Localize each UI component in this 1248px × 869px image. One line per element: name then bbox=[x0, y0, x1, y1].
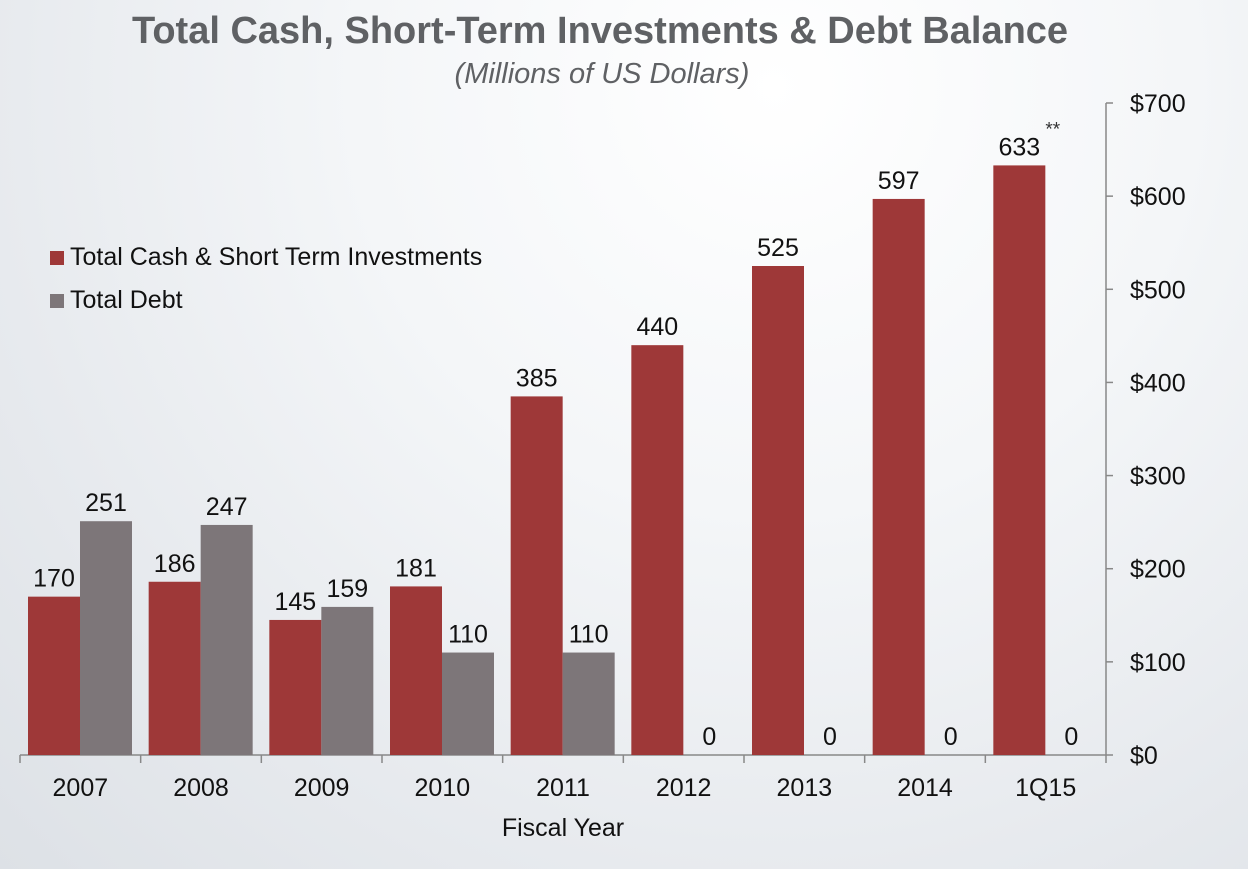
x-tick-label: 2013 bbox=[777, 774, 833, 802]
cash-data-label: 597 bbox=[878, 167, 920, 195]
cash-bar bbox=[872, 198, 925, 756]
debt-data-label: 0 bbox=[823, 723, 837, 751]
debt-data-label: 0 bbox=[944, 723, 958, 751]
legend-swatch-cash bbox=[50, 250, 64, 265]
legend-swatch-debt bbox=[50, 293, 64, 308]
debt-bar bbox=[442, 652, 494, 755]
y-tick-label: $600 bbox=[1130, 183, 1186, 211]
x-tick-label: 2014 bbox=[897, 774, 953, 802]
debt-bar bbox=[562, 652, 615, 755]
y-tick-label: $700 bbox=[1130, 90, 1186, 118]
y-tick-label: $300 bbox=[1130, 463, 1186, 491]
legend-label-cash: Total Cash & Short Term Investments bbox=[70, 243, 483, 271]
legend-item-cash: Total Cash & Short Term Investments bbox=[50, 236, 482, 279]
x-tick-label: 2007 bbox=[53, 774, 109, 802]
cash-data-label: 145 bbox=[274, 588, 316, 616]
cash-data-label: 181 bbox=[395, 554, 437, 582]
cash-bar bbox=[510, 396, 563, 755]
debt-data-label: 247 bbox=[206, 493, 248, 521]
cash-bar bbox=[28, 596, 80, 755]
y-tick-label: $0 bbox=[1130, 742, 1158, 770]
y-tick-label: $500 bbox=[1130, 276, 1186, 304]
x-axis-title: Fiscal Year bbox=[502, 814, 624, 842]
x-tick-label: 2011 bbox=[536, 774, 590, 802]
x-tick-label: 2008 bbox=[173, 774, 229, 802]
cash-bar bbox=[390, 586, 442, 755]
cash-bar bbox=[631, 345, 684, 755]
y-tick-label: $200 bbox=[1130, 556, 1186, 584]
debt-data-label: 110 bbox=[448, 621, 488, 649]
cash-bar bbox=[269, 619, 322, 755]
cash-bar bbox=[993, 165, 1046, 756]
x-tick-label: 1Q15 bbox=[1015, 774, 1076, 802]
chart-subtitle: (Millions of US Dollars) bbox=[454, 58, 750, 90]
debt-data-label: 0 bbox=[1064, 723, 1078, 751]
cash-data-label: 385 bbox=[516, 364, 558, 392]
cash-data-label: 633 bbox=[998, 133, 1040, 161]
x-tick-label: 2009 bbox=[294, 774, 350, 802]
debt-data-label: 110 bbox=[569, 621, 609, 649]
y-tick-label: $100 bbox=[1130, 649, 1186, 677]
x-tick-label: 2010 bbox=[415, 774, 471, 802]
cash-data-label: 440 bbox=[636, 313, 678, 341]
chart-title: Total Cash, Short-Term Investments & Deb… bbox=[131, 10, 1069, 52]
debt-bar bbox=[321, 606, 374, 755]
legend-label-debt: Total Debt bbox=[70, 286, 183, 314]
cash-bar bbox=[752, 266, 804, 755]
footnote-annotation: ** bbox=[1045, 119, 1060, 140]
debt-data-label: 0 bbox=[702, 723, 716, 751]
cash-bar bbox=[148, 581, 201, 755]
chart-legend: Total Cash & Short Term Investments Tota… bbox=[50, 236, 482, 322]
debt-data-label: 251 bbox=[85, 489, 127, 517]
y-tick-label: $400 bbox=[1130, 369, 1186, 397]
debt-data-label: 159 bbox=[326, 575, 368, 603]
cash-data-label: 186 bbox=[154, 550, 196, 578]
debt-bar bbox=[200, 524, 253, 755]
cash-data-label: 170 bbox=[33, 565, 75, 593]
cash-data-label: 525 bbox=[757, 234, 799, 262]
debt-bar bbox=[80, 521, 132, 755]
x-tick-label: 2012 bbox=[656, 774, 712, 802]
legend-item-debt: Total Debt bbox=[50, 279, 482, 322]
